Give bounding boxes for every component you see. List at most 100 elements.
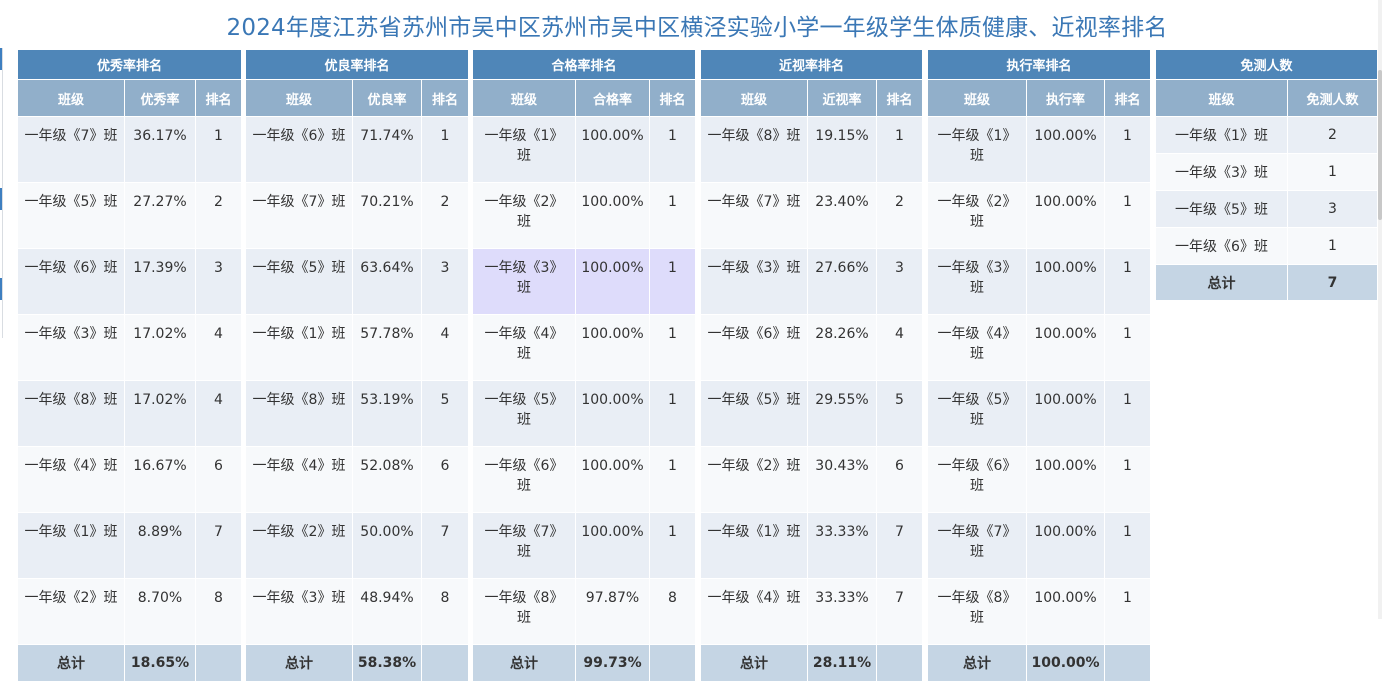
table-row: 一年级《7》班 100.00% 1 [927,512,1152,579]
rate-cell: 27.66% [807,248,877,315]
rank-cell: 3 [875,248,924,315]
table-row: 一年级《8》班 17.02% 4 [17,380,243,447]
vertical-scrollbar[interactable] [1378,0,1382,619]
total-row: 总计 7 [1155,264,1379,301]
class-cell: 一年级《5》班 [17,182,125,249]
rate-cell: 17.02% [124,314,196,381]
rank-cell: 2 [194,182,243,249]
rate-cell: 29.55% [807,380,877,447]
table-title: 近视率排名 [699,49,924,80]
table-row: 一年级《4》班 100.00% 1 [472,314,697,381]
table-row: 一年级《7》班 100.00% 1 [472,512,697,579]
total-row: 总计 100.00% [927,644,1152,682]
rate-cell: 8.89% [124,512,196,579]
rank-cell: 7 [875,512,924,579]
rank-cell: 4 [875,314,924,381]
column-header-class: 班级 [17,79,125,117]
total-value: 7 [1286,264,1379,301]
class-cell: 一年级《6》班 [472,446,576,513]
class-cell: 一年级《2》班 [245,512,353,579]
rank-cell: 4 [420,314,470,381]
total-label: 总计 [472,644,576,682]
table-row: 一年级《2》班 50.00% 7 [245,512,470,579]
class-cell: 一年级《4》班 [472,314,576,381]
class-cell: 一年级《8》班 [927,578,1027,645]
rank-cell: 8 [194,578,243,645]
rate-cell: 100.00% [575,116,650,183]
left-edge-frame [0,0,3,619]
excellent-rate-table: 优秀率排名 班级 优秀率 排名 一年级《7》班 36.17% 1 一年级《5》班 27… [16,49,243,682]
rank-cell: 1 [1103,446,1152,513]
column-header-class: 班级 [472,79,576,117]
rank-cell: 1 [648,116,697,183]
count-cell: 1 [1286,227,1379,265]
rank-cell: 3 [194,248,243,315]
column-header-rate: 优秀率 [124,79,196,117]
rank-cell: 5 [875,380,924,447]
rate-cell: 33.33% [807,578,877,645]
total-empty-cell [875,644,924,682]
rate-cell: 100.00% [575,314,650,381]
table-row: 一年级《3》班 27.66% 3 [700,248,924,315]
table-title: 优良率排名 [244,49,470,80]
class-cell: 一年级《5》班 [245,248,353,315]
rank-cell: 2 [875,182,924,249]
column-header-rate: 合格率 [575,79,650,117]
rate-cell: 19.15% [807,116,877,183]
table-row: 一年级《8》班 97.87% 8 [472,578,697,645]
table-title: 执行率排名 [926,49,1152,80]
class-cell: 一年级《7》班 [700,182,808,249]
column-header-class: 班级 [927,79,1027,117]
table-row-highlighted[interactable]: 一年级《3》班 100.00% 1 [472,248,697,315]
column-header-class: 班级 [1155,79,1288,117]
table-row: 一年级《2》班 100.00% 1 [927,182,1152,249]
good-rate-table: 优良率排名 班级 优良率 排名 一年级《6》班 71.74% 1 一年级《7》班 70… [244,49,470,682]
total-row: 总计 58.38% [245,644,470,682]
rate-cell: 57.78% [352,314,422,381]
rank-cell: 1 [1103,314,1152,381]
class-cell: 一年级《2》班 [927,182,1027,249]
rate-cell: 33.33% [807,512,877,579]
rate-cell: 100.00% [1026,578,1105,645]
total-value: 18.65% [124,644,196,682]
rate-cell: 63.64% [352,248,422,315]
class-cell: 一年级《7》班 [245,182,353,249]
rate-cell: 100.00% [1026,182,1105,249]
rank-cell: 6 [420,446,470,513]
table-row: 一年级《7》班 36.17% 1 [17,116,243,183]
class-cell: 一年级《6》班 [245,116,353,183]
class-cell: 一年级《4》班 [927,314,1027,381]
total-label: 总计 [700,644,808,682]
rate-cell: 100.00% [1026,380,1105,447]
class-cell: 一年级《2》班 [17,578,125,645]
table-row: 一年级《2》班 8.70% 8 [17,578,243,645]
class-cell: 一年级《5》班 [1155,190,1288,228]
table-row: 一年级《1》班 100.00% 1 [927,116,1152,183]
rank-cell: 1 [1103,248,1152,315]
rank-cell: 7 [420,512,470,579]
rate-cell: 100.00% [575,380,650,447]
rate-cell: 100.00% [575,182,650,249]
total-empty-cell [1103,644,1152,682]
rate-cell: 100.00% [575,512,650,579]
table-row: 一年级《1》班 2 [1155,116,1379,154]
class-cell: 一年级《6》班 [17,248,125,315]
rate-cell: 97.87% [575,578,650,645]
table-row: 一年级《4》班 52.08% 6 [245,446,470,513]
table-row: 一年级《7》班 70.21% 2 [245,182,470,249]
class-cell: 一年级《8》班 [245,380,353,447]
scrollbar-thumb[interactable] [1378,70,1382,220]
rank-cell: 6 [875,446,924,513]
class-cell: 一年级《3》班 [927,248,1027,315]
total-row: 总计 99.73% [472,644,697,682]
execution-rate-table: 执行率排名 班级 执行率 排名 一年级《1》班 100.00% 1 一年级《2》班 1… [926,49,1152,682]
table-row: 一年级《6》班 100.00% 1 [927,446,1152,513]
edge-marker [0,188,3,210]
rank-cell: 1 [648,512,697,579]
class-cell: 一年级《6》班 [1155,227,1288,265]
rate-cell: 27.27% [124,182,196,249]
table-row: 一年级《1》班 100.00% 1 [472,116,697,183]
column-header-rank: 排名 [875,79,924,117]
total-value: 100.00% [1026,644,1105,682]
rate-cell: 100.00% [1026,116,1105,183]
